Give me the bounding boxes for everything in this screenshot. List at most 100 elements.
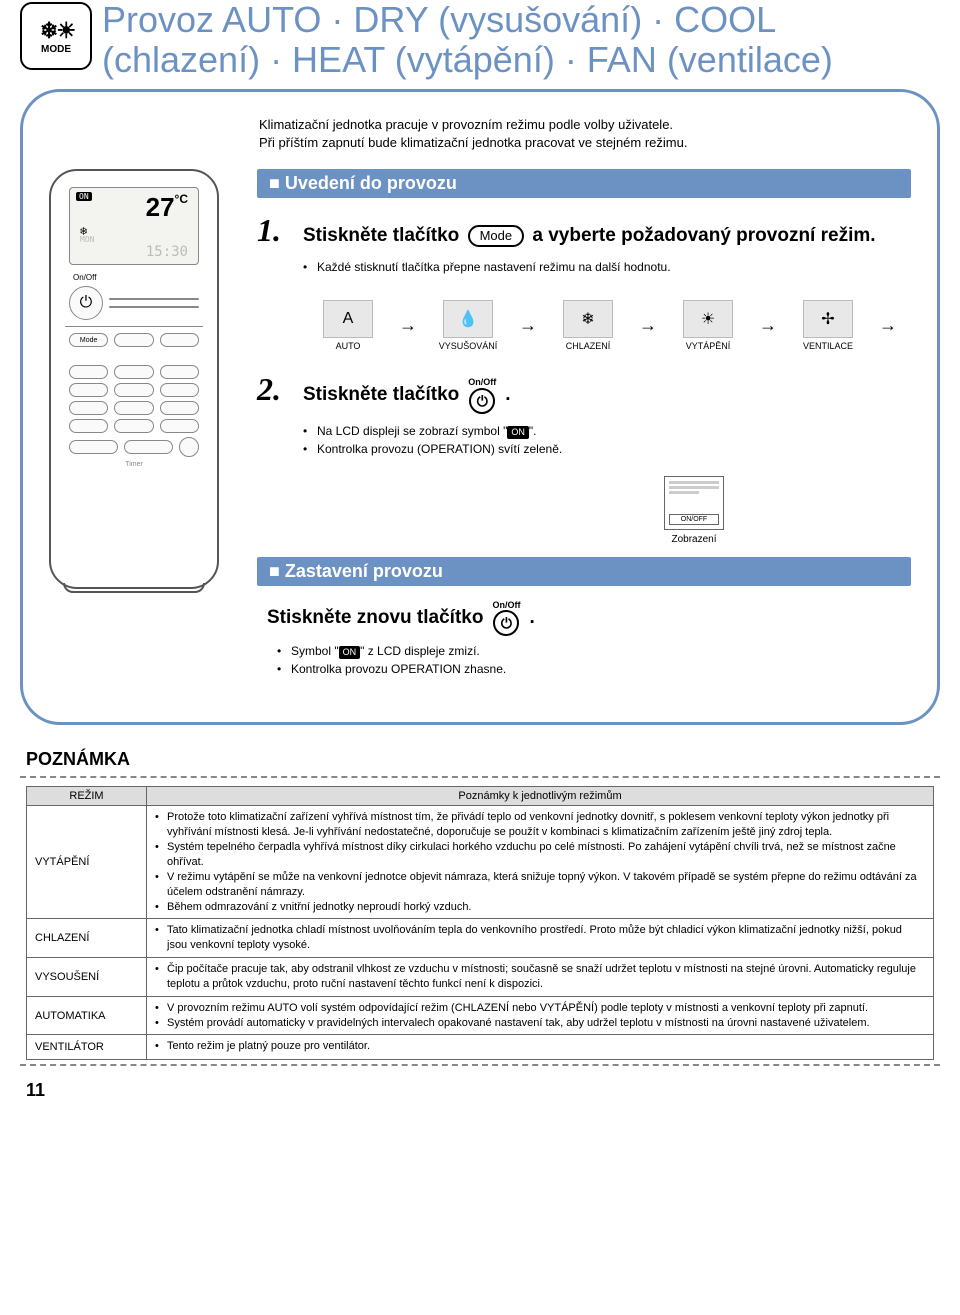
stop-bullet-2: Kontrolka provozu OPERATION zhasne. [277, 660, 911, 678]
step-1-text: Stiskněte tlačítko Mode a vyberte požado… [303, 223, 911, 250]
note-mode-label: CHLAZENÍ [27, 919, 147, 957]
lcd-temp: 27°C [146, 192, 188, 223]
arrow-icon: → [639, 315, 657, 336]
step-2-text: Stiskněte tlačítko On/Off ⏻ . [303, 376, 911, 415]
note-bullet: Tato klimatizační jednotka chladí místno… [155, 923, 925, 953]
mode-flow-diagram: A AUTO → 💧 VYSUŠOVÁNÍ → ❄ CHLAZENÍ → ☀ VYTÁPĚNÍ → ✢ V… [303, 294, 911, 351]
flow-item: ❄ CHLAZENÍ [543, 300, 633, 351]
note-mode-label: VENTILÁTOR [27, 1035, 147, 1059]
remote-btn [160, 419, 199, 433]
remote-small-btn [179, 437, 199, 457]
step-2-bullet-2: Kontrolka provozu (OPERATION) svítí zele… [303, 440, 911, 458]
intro-text: Klimatizační jednotka pracuje v provozní… [259, 116, 911, 151]
section-stop-header: Zastavení provozu [257, 557, 911, 586]
remote-btn [69, 383, 108, 397]
note-mode-label: AUTOMATIKA [27, 997, 147, 1035]
flow-item-label: VYSUŠOVÁNÍ [439, 341, 498, 351]
flow-item-label: VENTILACE [803, 341, 853, 351]
lcd-time: 15:30 [146, 244, 188, 260]
flow-item-label: CHLAZENÍ [566, 341, 611, 351]
lcd-on-badge: ON [76, 192, 92, 201]
step-2-bullet-1: Na LCD displeji se zobrazí symbol "ON". [303, 422, 911, 440]
page-number: 11 [26, 1080, 940, 1101]
remote-mode-btn: Mode [69, 333, 108, 347]
mode-icon-label: MODE [41, 44, 71, 55]
note-desc: Protože toto klimatizační zařízení vyhří… [147, 806, 933, 918]
intro-line2: Při příštím zapnutí bude klimatizační je… [259, 135, 687, 150]
onoff-button-inline: On/Off ⏻ [492, 600, 520, 636]
remote-btn [160, 333, 199, 347]
lcd-day: MON [80, 235, 94, 244]
arrow-icon: → [759, 315, 777, 336]
display-indicator: ON/OFF Zobrazení [477, 476, 911, 545]
remote-timer-label: Timer [51, 461, 217, 468]
stop-text: Stiskněte znovu tlačítko On/Off ⏻ . [267, 600, 911, 636]
flow-item: ✢ VENTILACE [783, 300, 873, 351]
remote-btn [160, 365, 199, 379]
arrow-icon: → [399, 315, 417, 336]
main-panel: Klimatizační jednotka pracuje v provozní… [20, 89, 940, 725]
note-row: AUTOMATIKA V provozním režimu AUTO volí s… [27, 996, 933, 1035]
lcd-screen: ON 27°C ❄ MON 15:30 [69, 187, 199, 265]
display-label: Zobrazení [671, 534, 716, 545]
section-startup-header: Uvedení do provozu [257, 169, 911, 198]
notes-table: REŽIM Poznámky k jednotlivým režimům VYT… [26, 786, 934, 1060]
remote-btn [160, 383, 199, 397]
note-bullet: Tento režim je platný pouze pro ventilát… [155, 1039, 925, 1054]
notes-col-mode: REŽIM [27, 787, 147, 806]
onoff-button-inline: On/Off ⏻ [468, 376, 496, 415]
note-row: VENTILÁTOR Tento režim je platný pouze pr… [27, 1034, 933, 1059]
stop-bullet-1: Symbol "ON" z LCD displeje zmizí. [277, 642, 911, 660]
note-desc: V provozním režimu AUTO volí systém odpo… [147, 997, 933, 1035]
remote-btn [69, 365, 108, 379]
flow-item-icon: ☀ [683, 300, 733, 338]
step-1-number: 1. [257, 212, 293, 249]
note-desc: Tato klimatizační jednotka chladí místno… [147, 919, 933, 957]
remote-btn [69, 401, 108, 415]
flow-item: A AUTO [303, 300, 393, 351]
remote-btn [114, 365, 153, 379]
flow-item-icon: ❄ [563, 300, 613, 338]
notes-title: POZNÁMKA [26, 749, 940, 770]
note-bullet: V provozním režimu AUTO volí systém odpo… [155, 1001, 925, 1016]
note-row: CHLAZENÍ Tato klimatizační jednotka chlad… [27, 918, 933, 957]
remote-illustration: ON 27°C ❄ MON 15:30 On/Off ⏻ [49, 169, 219, 589]
remote-btn [124, 440, 173, 454]
flow-item-label: AUTO [336, 341, 361, 351]
remote-onoff-label: On/Off [73, 273, 217, 282]
flow-item: ☀ VYTÁPĚNÍ [663, 300, 753, 351]
note-desc: Tento režim je platný pouze pro ventilát… [147, 1035, 933, 1059]
flow-item: 💧 VYSUŠOVÁNÍ [423, 300, 513, 351]
remote-power-btn: ⏻ [69, 286, 103, 320]
note-bullet: Během odmrazování z vnitřní jednotky nep… [155, 900, 925, 915]
flow-item-icon: 💧 [443, 300, 493, 338]
note-row: VYSOUŠENÍ Čip počítače pracuje tak, aby o… [27, 957, 933, 996]
remote-btn [114, 333, 153, 347]
note-bullet: Protože toto klimatizační zařízení vyhří… [155, 810, 925, 840]
dash-divider [20, 1064, 940, 1066]
note-bullet: V režimu vytápění se může na venkovní je… [155, 870, 925, 900]
flow-item-label: VYTÁPĚNÍ [686, 341, 731, 351]
mode-icon-glyphs: ❄ ☀ [40, 18, 72, 44]
remote-btn [114, 419, 153, 433]
dash-divider [20, 776, 940, 778]
page-title: Provoz AUTO · DRY (vysušování) · COOL (c… [102, 0, 940, 79]
remote-btn [69, 440, 118, 454]
remote-btn [69, 419, 108, 433]
step-2-number: 2. [257, 371, 293, 408]
remote-btn [114, 401, 153, 415]
flow-item-icon: ✢ [803, 300, 853, 338]
flow-item-icon: A [323, 300, 373, 338]
note-bullet: Čip počítače pracuje tak, aby odstranil … [155, 962, 925, 992]
notes-col-desc: Poznámky k jednotlivým režimům [147, 787, 933, 806]
remote-btn [109, 306, 199, 308]
note-mode-label: VYTÁPĚNÍ [27, 806, 147, 918]
note-row: VYTÁPĚNÍ Protože toto klimatizační zaříze… [27, 806, 933, 918]
remote-btn [160, 401, 199, 415]
remote-btn [114, 383, 153, 397]
note-mode-label: VYSOUŠENÍ [27, 958, 147, 996]
step-1-bullet: Každé stisknutí tlačítka přepne nastaven… [303, 258, 911, 276]
arrow-icon: → [519, 315, 537, 336]
note-desc: Čip počítače pracuje tak, aby odstranil … [147, 958, 933, 996]
mode-icon: ❄ ☀ MODE [20, 2, 92, 70]
